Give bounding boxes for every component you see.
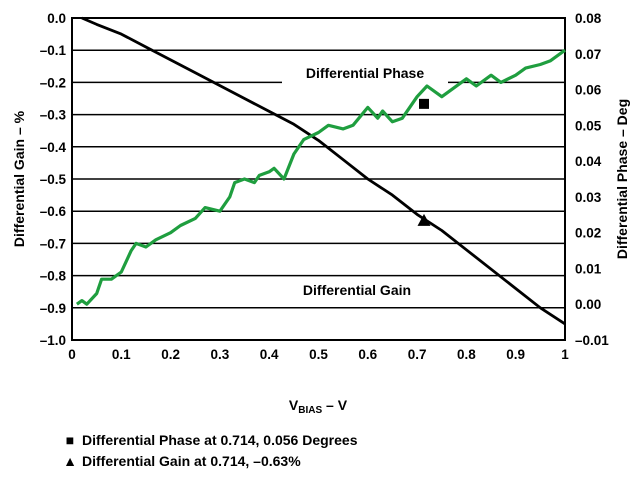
x-axis-title: VBIAS – V <box>289 397 348 416</box>
x-tick-label: 0 <box>68 347 76 362</box>
y2-tick-label: 0.03 <box>575 190 602 205</box>
x-tick-label: 0.4 <box>260 347 279 362</box>
x-tick-label: 0.1 <box>112 347 131 362</box>
y2-tick-label: 0.06 <box>575 83 602 98</box>
tick-labels: 0.0 –0.1 –0.2 –0.3 –0.4 –0.5 –0.6 –0.7 –0.8 –0.9 –… <box>40 11 610 362</box>
differential-phase-line <box>75 48 566 306</box>
y-tick-label: –0.9 <box>40 301 66 316</box>
series-lines <box>75 16 566 326</box>
x-tick-label: 1 <box>561 347 569 362</box>
y-tick-label: –0.2 <box>40 75 66 90</box>
legend-phase-text: Differential Phase at 0.714, 0.056 Degre… <box>82 432 358 448</box>
y2-tick-label: 0.00 <box>575 297 601 312</box>
y2-tick-label: 0.04 <box>575 154 602 169</box>
phase-label-bg <box>282 62 448 84</box>
y-tick-label: –0.1 <box>40 43 67 58</box>
legend-gain: ▲ Differential Gain at 0.714, –0.63% <box>62 453 301 469</box>
y-tick-label: –0.6 <box>40 204 67 219</box>
phase-square-marker <box>419 98 430 109</box>
markers <box>417 98 431 226</box>
y2-tick-label: 0.07 <box>575 47 601 62</box>
y2-tick-label: 0.02 <box>575 226 601 241</box>
triangle-marker-icon: ▲ <box>63 453 77 469</box>
y-tick-label: –0.3 <box>40 108 67 123</box>
legend-phase: ■ Differential Phase at 0.714, 0.056 Degr… <box>62 432 358 448</box>
differential-gain-line <box>81 16 566 326</box>
x-tick-label: 0.3 <box>211 347 230 362</box>
square-marker-icon: ■ <box>65 432 75 448</box>
y-tick-label: –0.8 <box>40 269 67 284</box>
x-tick-label: 0.6 <box>358 347 377 362</box>
phase-series-label: Differential Phase <box>306 65 424 81</box>
y-tick-label: 0.0 <box>47 11 66 26</box>
y2-tick-label: –0.01 <box>575 333 609 348</box>
legend-gain-text: Differential Gain at 0.714, –0.63% <box>82 453 301 469</box>
plot-frame <box>71 17 566 341</box>
y2-tick-label: 0.08 <box>575 11 602 26</box>
x-tick-label: 0.7 <box>408 347 427 362</box>
y2-tick-label: 0.05 <box>575 118 602 133</box>
y-tick-label: –0.5 <box>40 172 67 187</box>
y-tick-label: –1.0 <box>40 333 66 348</box>
y-tick-label: –0.7 <box>40 236 66 251</box>
gridlines <box>72 49 565 309</box>
x-tick-label: 0.9 <box>506 347 525 362</box>
y2-axis-title: Differential Phase – Deg <box>614 99 630 259</box>
x-tick-label: 0.5 <box>309 347 328 362</box>
x-tick-label: 0.8 <box>457 347 476 362</box>
gain-label-bg <box>280 279 432 301</box>
x-tick-label: 0.2 <box>161 347 180 362</box>
y2-tick-label: 0.01 <box>575 261 602 276</box>
y-axis-title: Differential Gain – % <box>11 110 27 247</box>
gain-series-label: Differential Gain <box>303 282 411 298</box>
gain-triangle-marker <box>417 213 431 226</box>
y-tick-label: –0.4 <box>40 140 67 155</box>
